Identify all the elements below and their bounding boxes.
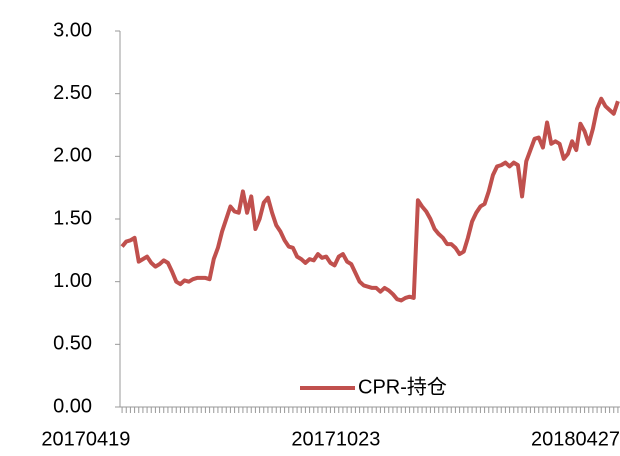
x-tick-label: 20170419 (41, 428, 130, 450)
y-tick-label: 2.00 (53, 145, 92, 167)
y-tick-label: 2.50 (53, 82, 92, 104)
legend-label: CPR-持仓 (358, 375, 447, 398)
y-tick-label: 0.50 (53, 333, 92, 355)
x-tick-label: 20171023 (291, 428, 380, 450)
x-tick-label: 20180427 (531, 428, 620, 450)
y-tick-label: 1.50 (53, 207, 92, 229)
line-series (120, 96, 620, 303)
y-tick-label: 3.00 (53, 19, 92, 41)
y-tick-label: 0.00 (53, 395, 92, 417)
y-tick-label: 1.00 (53, 270, 92, 292)
